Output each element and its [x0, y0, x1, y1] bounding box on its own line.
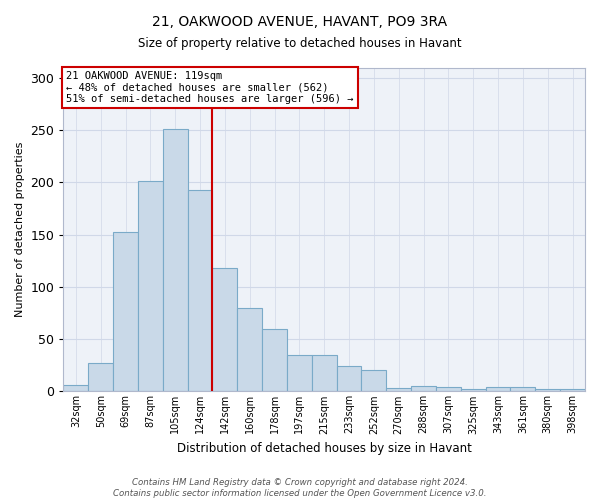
Text: 21, OAKWOOD AVENUE, HAVANT, PO9 3RA: 21, OAKWOOD AVENUE, HAVANT, PO9 3RA [152, 15, 448, 29]
Bar [337, 366, 361, 392]
Bar [262, 328, 287, 392]
X-axis label: Distribution of detached houses by size in Havant: Distribution of detached houses by size … [177, 442, 472, 455]
Bar [436, 387, 461, 392]
Bar [188, 190, 212, 392]
Bar [511, 387, 535, 392]
Bar [485, 387, 511, 392]
Bar [64, 385, 88, 392]
Text: Contains HM Land Registry data © Crown copyright and database right 2024.
Contai: Contains HM Land Registry data © Crown c… [113, 478, 487, 498]
Bar [461, 390, 485, 392]
Bar [312, 355, 337, 392]
Bar [113, 232, 138, 392]
Bar [535, 390, 560, 392]
Bar [560, 390, 585, 392]
Bar [411, 386, 436, 392]
Bar [287, 355, 312, 392]
Bar [361, 370, 386, 392]
Bar [238, 308, 262, 392]
Bar [163, 129, 188, 392]
Bar [386, 388, 411, 392]
Text: 21 OAKWOOD AVENUE: 119sqm
← 48% of detached houses are smaller (562)
51% of semi: 21 OAKWOOD AVENUE: 119sqm ← 48% of detac… [66, 70, 353, 104]
Bar [212, 268, 238, 392]
Bar [88, 363, 113, 392]
Bar [138, 182, 163, 392]
Y-axis label: Number of detached properties: Number of detached properties [15, 142, 25, 317]
Text: Size of property relative to detached houses in Havant: Size of property relative to detached ho… [138, 38, 462, 51]
